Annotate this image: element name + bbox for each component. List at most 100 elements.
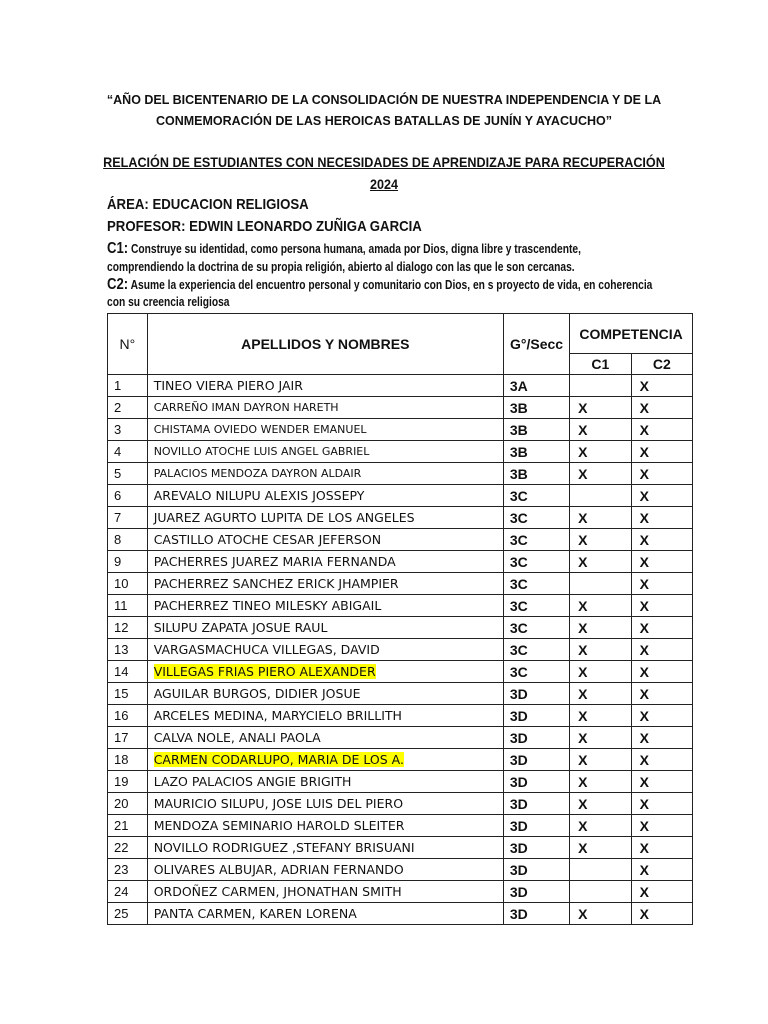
row-number: 2 bbox=[107, 396, 148, 419]
table-row: 6 AREVALO NILUPU ALEXIS JOSSEPY 3C X bbox=[107, 484, 694, 507]
c2-mark: X bbox=[630, 638, 694, 661]
student-name-text: AGUILAR BURGOS, DIDIER JOSUE bbox=[153, 686, 361, 701]
table-row: 1 TINEO VIERA PIERO JAIR 3A X bbox=[107, 374, 694, 397]
c2-mark: X bbox=[630, 748, 694, 771]
grade-section: 3D bbox=[502, 836, 571, 859]
c1-mark bbox=[569, 484, 632, 507]
student-name: CASTILLO ATOCHE CESAR JEFERSON bbox=[146, 528, 504, 551]
student-name-text: CARREÑO IMAN DAYRON HARETH bbox=[153, 401, 339, 414]
c1-mark: X bbox=[569, 660, 632, 683]
c2-text-2: con su creencia religiosa bbox=[107, 295, 230, 309]
header-line-2: CONMEMORACIÓN DE LAS HEROICAS BATALLAS D… bbox=[155, 114, 613, 128]
row-number: 18 bbox=[107, 748, 148, 771]
table-row: 2 CARREÑO IMAN DAYRON HARETH 3B X X bbox=[107, 396, 694, 419]
table-row: 15 AGUILAR BURGOS, DIDIER JOSUE 3D X X bbox=[107, 682, 694, 705]
grade-section: 3B bbox=[502, 440, 571, 463]
student-name-text: TINEO VIERA PIERO JAIR bbox=[153, 378, 303, 393]
student-name-text: SILUPU ZAPATA JOSUE RAUL bbox=[153, 620, 328, 635]
competency-c1: C1: Construye su identidad, como persona… bbox=[107, 240, 581, 258]
c1-mark: X bbox=[569, 550, 632, 573]
student-name: PACHERRES JUAREZ MARIA FERNANDA bbox=[146, 550, 504, 573]
table-row: 24 ORDOÑEZ CARMEN, JHONATHAN SMITH 3D X bbox=[107, 880, 694, 903]
student-name-text: OLIVARES ALBUJAR, ADRIAN FERNANDO bbox=[153, 862, 404, 877]
c1-mark: X bbox=[569, 616, 632, 639]
c2-mark: X bbox=[630, 858, 694, 881]
grade-section: 3D bbox=[502, 726, 571, 749]
c2-mark: X bbox=[630, 770, 694, 793]
c2-mark: X bbox=[630, 880, 694, 903]
row-number: 11 bbox=[107, 594, 148, 617]
c1-mark: X bbox=[569, 528, 632, 551]
c2-label: C2: bbox=[107, 276, 129, 293]
header-c2: C2 bbox=[630, 353, 694, 375]
row-number: 8 bbox=[107, 528, 148, 551]
page-title-year: 2024 bbox=[369, 176, 399, 192]
table-row: 7 JUAREZ AGURTO LUPITA DE LOS ANGELES 3C X X bbox=[107, 506, 694, 529]
table-row: 19 LAZO PALACIOS ANGIE BRIGITH 3D X X bbox=[107, 770, 694, 793]
c1-mark: X bbox=[569, 418, 632, 441]
student-name-text: ARCELES MEDINA, MARYCIELO BRILLITH bbox=[153, 708, 402, 723]
c1-mark: X bbox=[569, 748, 632, 771]
c1-mark bbox=[569, 858, 632, 881]
row-number: 9 bbox=[107, 550, 148, 573]
table-row: 18 CARMEN CODARLUPO, MARIA DE LOS A. 3D X X bbox=[107, 748, 694, 771]
student-name: SILUPU ZAPATA JOSUE RAUL bbox=[146, 616, 504, 639]
grade-section: 3C bbox=[502, 638, 571, 661]
c1-mark: X bbox=[569, 836, 632, 859]
student-name-text: PACHERRES JUAREZ MARIA FERNANDA bbox=[153, 554, 396, 569]
c2-mark: X bbox=[630, 704, 694, 727]
row-number: 7 bbox=[107, 506, 148, 529]
student-name: CHISTAMA OVIEDO WENDER EMANUEL bbox=[146, 418, 504, 441]
c1-mark bbox=[569, 880, 632, 903]
c1-mark: X bbox=[569, 506, 632, 529]
student-name-text: NOVILLO RODRIGUEZ ,STEFANY BRISUANI bbox=[153, 840, 415, 855]
c2-mark: X bbox=[630, 814, 694, 837]
grade-section: 3C bbox=[502, 572, 571, 595]
student-name: PACHERREZ TINEO MILESKY ABIGAIL bbox=[146, 594, 504, 617]
student-name: CALVA NOLE, ANALI PAOLA bbox=[146, 726, 504, 749]
row-number: 17 bbox=[107, 726, 148, 749]
c2-mark: X bbox=[630, 792, 694, 815]
c1-mark bbox=[569, 572, 632, 595]
row-number: 6 bbox=[107, 484, 148, 507]
competency-c2: C2: Asume la experiencia del encuentro p… bbox=[107, 276, 652, 294]
c2-mark: X bbox=[630, 462, 694, 485]
grade-section: 3A bbox=[502, 374, 571, 397]
teacher-label: PROFESOR: EDWIN LEONARDO ZUÑIGA GARCIA bbox=[107, 218, 422, 235]
c1-text-2: comprendiendo la doctrina de su propia r… bbox=[107, 260, 575, 274]
student-name-text: PACHERREZ TINEO MILESKY ABIGAIL bbox=[153, 598, 382, 613]
c2-mark: X bbox=[630, 836, 694, 859]
grade-section: 3D bbox=[502, 880, 571, 903]
student-name: NOVILLO RODRIGUEZ ,STEFANY BRISUANI bbox=[146, 836, 504, 859]
row-number: 1 bbox=[107, 374, 148, 397]
row-number: 25 bbox=[107, 902, 148, 925]
grade-section: 3D bbox=[502, 704, 571, 727]
table-row: 21 MENDOZA SEMINARIO HAROLD SLEITER 3D X X bbox=[107, 814, 694, 837]
grade-section: 3C bbox=[502, 484, 571, 507]
c2-mark: X bbox=[630, 484, 694, 507]
student-name-text: MAURICIO SILUPU, JOSE LUIS DEL PIERO bbox=[153, 796, 404, 811]
table-row: 9 PACHERRES JUAREZ MARIA FERNANDA 3C X X bbox=[107, 550, 694, 573]
student-name-text: VARGASMACHUCA VILLEGAS, DAVID bbox=[153, 642, 380, 657]
c1-mark: X bbox=[569, 814, 632, 837]
student-name: ARCELES MEDINA, MARYCIELO BRILLITH bbox=[146, 704, 504, 727]
row-number: 15 bbox=[107, 682, 148, 705]
row-number: 13 bbox=[107, 638, 148, 661]
c2-text: Asume la experiencia del encuentro perso… bbox=[130, 278, 653, 292]
student-name: NOVILLO ATOCHE LUIS ANGEL GABRIEL bbox=[146, 440, 504, 463]
grade-section: 3C bbox=[502, 616, 571, 639]
student-name-text: VILLEGAS FRIAS PIERO ALEXANDER bbox=[153, 664, 376, 679]
row-number: 12 bbox=[107, 616, 148, 639]
student-name: TINEO VIERA PIERO JAIR bbox=[146, 374, 504, 397]
header-line-1: “AÑO DEL BICENTENARIO DE LA CONSOLIDACIÓ… bbox=[106, 93, 662, 107]
grade-section: 3D bbox=[502, 858, 571, 881]
row-number: 21 bbox=[107, 814, 148, 837]
c1-mark: X bbox=[569, 594, 632, 617]
row-number: 19 bbox=[107, 770, 148, 793]
row-number: 20 bbox=[107, 792, 148, 815]
c1-mark: X bbox=[569, 726, 632, 749]
grade-section: 3C bbox=[502, 506, 571, 529]
student-name: CARREÑO IMAN DAYRON HARETH bbox=[146, 396, 504, 419]
student-name-text: CASTILLO ATOCHE CESAR JEFERSON bbox=[153, 532, 382, 547]
grade-section: 3B bbox=[502, 396, 571, 419]
